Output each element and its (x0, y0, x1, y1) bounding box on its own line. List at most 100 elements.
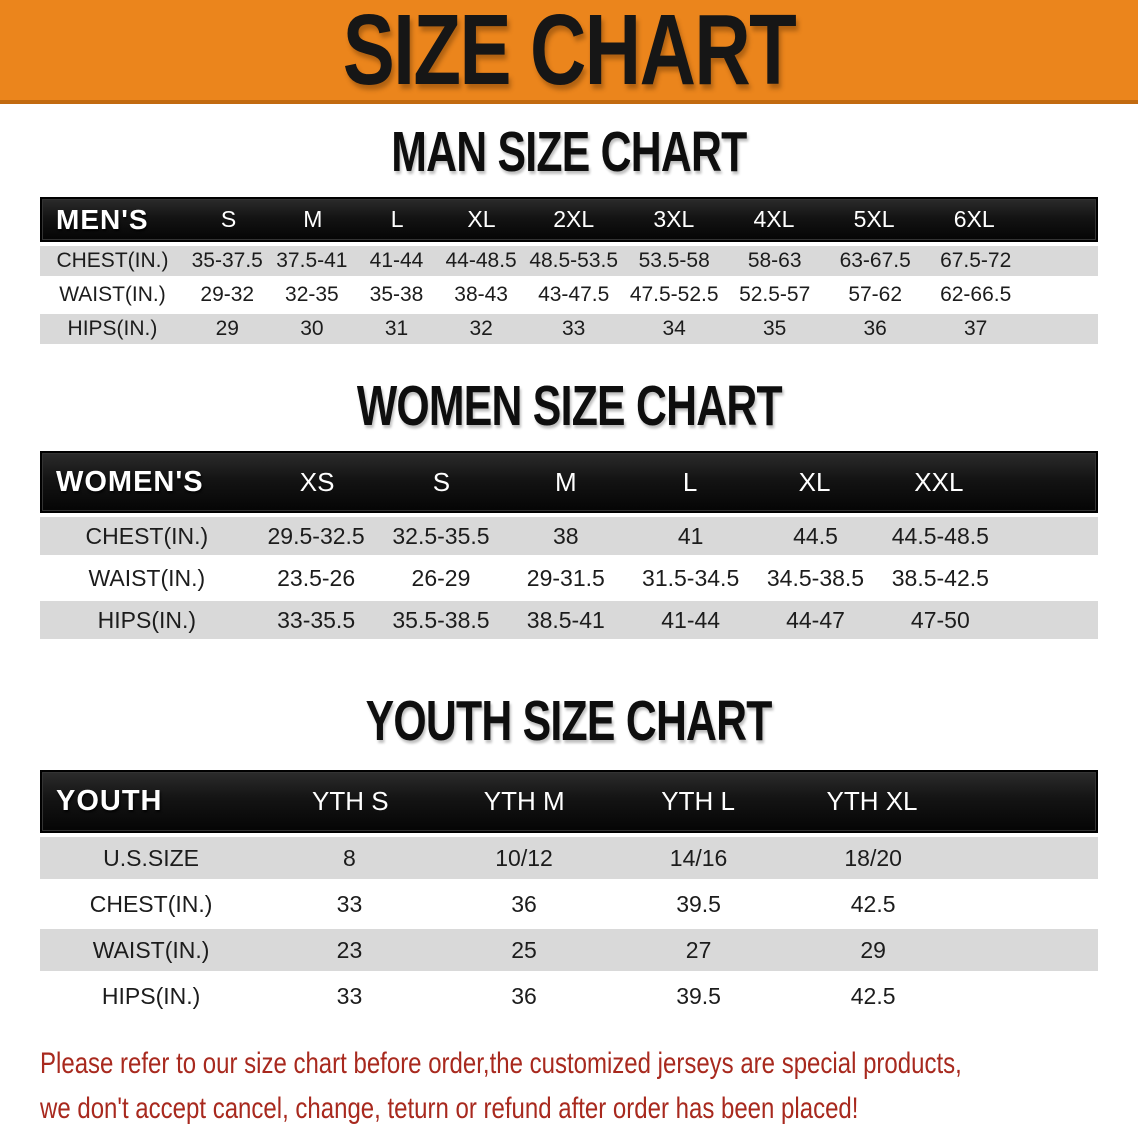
row-label: HIPS(IN.) (67, 317, 158, 340)
size-value-cell: 38.5-41 (526, 606, 605, 633)
youth-ussize-row: U.S.SIZE 8 10/12 14/16 18/20 (40, 837, 1098, 879)
youth-hips-row: HIPS(IN.) 33 36 39.5 42.5 (40, 975, 1098, 1017)
youth-chest-row: CHEST(IN.) 33 36 39.5 42.5 (40, 883, 1098, 925)
size-value-cell: 42.5 (850, 982, 896, 1009)
size-value-cell: 27 (685, 936, 712, 963)
youth-waist-row: WAIST(IN.) 23 25 27 29 (40, 929, 1098, 971)
size-value-cell: 34.5-38.5 (766, 564, 865, 591)
size-column-header: YTH XL (826, 786, 918, 816)
size-value-cell: 14/16 (669, 844, 728, 871)
size-value-cell: 41 (677, 522, 704, 549)
size-value-cell: 39.5 (676, 982, 721, 1009)
size-column-header: 3XL (653, 206, 695, 232)
size-column-header: 6XL (953, 206, 995, 232)
men-section-heading-text: MAN SIZE CHART (391, 120, 747, 184)
size-value-cell: 44.5-48.5 (891, 522, 989, 549)
size-column-header: 5XL (853, 206, 895, 232)
size-column-header: XXL (914, 466, 964, 497)
size-value-cell: 29-32 (200, 283, 255, 306)
size-value-cell: 33 (336, 982, 363, 1009)
row-label: CHEST(IN.) (89, 890, 213, 917)
size-value-cell: 44.5 (793, 522, 838, 549)
size-column-header: XS (299, 466, 335, 497)
women-table-label: WOMEN'S (56, 465, 204, 498)
size-value-cell: 30 (300, 317, 324, 340)
size-value-cell: 39.5 (676, 890, 721, 917)
row-label: CHEST(IN.) (56, 249, 169, 272)
women-size-table: WOMEN'S XS S M L XL XXL CHEST(IN.) 29.5-… (40, 451, 1098, 639)
page-title: SIZE CHART (342, 0, 797, 104)
size-column-header: M (303, 206, 323, 232)
row-label: U.S.SIZE (103, 844, 200, 871)
size-value-cell: 29 (215, 317, 239, 340)
women-table-header-row: WOMEN'S XS S M L XL XXL (40, 451, 1098, 513)
size-value-cell: 47-50 (910, 606, 970, 633)
women-section-heading-text: WOMEN SIZE CHART (356, 374, 783, 438)
size-value-cell: 53.5-58 (638, 249, 710, 272)
row-label: HIPS(IN.) (101, 982, 201, 1009)
banner: SIZE CHART (0, 0, 1138, 104)
size-value-cell: 41-44 (369, 249, 424, 272)
size-value-cell: 33 (562, 317, 586, 340)
size-value-cell: 26-29 (411, 564, 471, 591)
size-value-cell: 33-35.5 (277, 606, 356, 633)
size-column-header: L (682, 466, 698, 497)
size-value-cell: 35.5-38.5 (392, 606, 490, 633)
size-column-header: YTH S (311, 786, 389, 816)
size-value-cell: 34 (662, 317, 686, 340)
size-value-cell: 29 (860, 936, 886, 963)
men-table-header-row: MEN'S S M L XL 2XL 3XL 4XL 5XL 6XL (40, 197, 1098, 242)
size-column-header: L (390, 206, 404, 232)
youth-size-table: YOUTH YTH S YTH M YTH L YTH XL U.S.SIZE … (40, 770, 1098, 1017)
row-label: WAIST(IN.) (88, 564, 206, 591)
youth-table-header-row: YOUTH YTH S YTH M YTH L YTH XL (40, 770, 1098, 833)
size-value-cell: 38.5-42.5 (891, 564, 989, 591)
size-column-header: 2XL (553, 206, 595, 232)
size-value-cell: 44-48.5 (445, 249, 517, 272)
size-value-cell: 52.5-57 (739, 283, 811, 306)
row-label: WAIST(IN.) (59, 283, 166, 306)
size-column-header: M (554, 466, 577, 497)
size-value-cell: 38 (553, 522, 579, 549)
size-value-cell: 18/20 (844, 844, 902, 871)
size-value-cell: 36 (863, 317, 887, 340)
size-value-cell: 44-47 (786, 606, 845, 633)
size-value-cell: 8 (343, 844, 356, 871)
size-value-cell: 42.5 (850, 890, 896, 917)
men-waist-row: WAIST(IN.) 29-32 32-35 35-38 38-43 43-47… (40, 280, 1098, 310)
size-value-cell: 32.5-35.5 (392, 522, 490, 549)
size-value-cell: 25 (511, 936, 537, 963)
size-column-header: YTH M (483, 786, 565, 816)
row-label: CHEST(IN.) (85, 522, 209, 549)
size-value-cell: 36 (511, 890, 537, 917)
size-value-cell: 47.5-52.5 (629, 283, 719, 306)
size-value-cell: 10/12 (495, 844, 553, 871)
note-line-1: Please refer to our size chart before or… (40, 1047, 962, 1080)
youth-section-heading: YOUTH SIZE CHART (0, 693, 1138, 750)
size-column-header: XL (467, 206, 496, 232)
men-hips-row: HIPS(IN.) 29 30 31 32 33 34 35 36 37 (40, 314, 1098, 344)
disclaimer-note: Please refer to our size chart before or… (40, 1041, 1138, 1131)
men-table-label: MEN'S (56, 203, 149, 235)
youth-section-heading-text: YOUTH SIZE CHART (365, 689, 773, 753)
size-value-cell: 31.5-34.5 (642, 564, 740, 591)
size-value-cell: 37.5-41 (276, 249, 348, 272)
size-value-cell: 48.5-53.5 (529, 249, 619, 272)
men-chest-row: CHEST(IN.) 35-37.5 37.5-41 41-44 44-48.5… (40, 246, 1098, 276)
size-column-header: YTH L (661, 786, 735, 816)
size-value-cell: 35-38 (369, 283, 424, 306)
youth-table-label: YOUTH (56, 785, 163, 817)
size-value-cell: 43-47.5 (538, 283, 610, 306)
size-value-cell: 38-43 (454, 283, 508, 306)
women-section-heading: WOMEN SIZE CHART (0, 378, 1138, 435)
women-hips-row: HIPS(IN.) 33-35.5 35.5-38.5 38.5-41 41-4… (40, 601, 1098, 639)
size-value-cell: 32-35 (285, 283, 339, 306)
size-value-cell: 36 (511, 982, 537, 1009)
size-column-header: S (220, 206, 237, 232)
men-size-table: MEN'S S M L XL 2XL 3XL 4XL 5XL 6XL CHEST… (40, 197, 1098, 344)
women-chest-row: CHEST(IN.) 29.5-32.5 32.5-35.5 38 41 44.… (40, 517, 1098, 555)
size-value-cell: 41-44 (661, 606, 721, 633)
size-value-cell: 58-63 (747, 249, 802, 272)
men-section-heading: MAN SIZE CHART (0, 124, 1138, 181)
